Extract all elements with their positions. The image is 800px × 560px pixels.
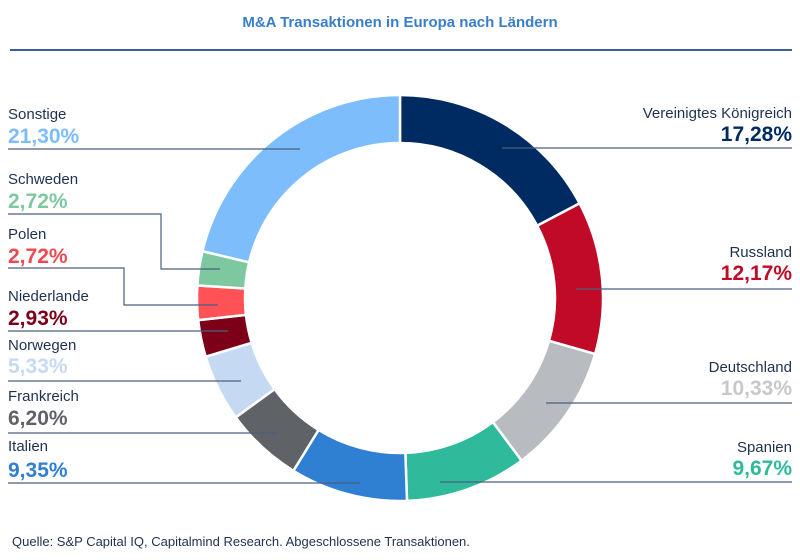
title-divider (10, 49, 792, 51)
label-sonstige: Sonstige (8, 106, 66, 123)
value-frankreich: 6,20% (8, 407, 68, 430)
leader-polen (8, 267, 218, 306)
label-polen: Polen (8, 226, 46, 243)
value-polen: 2,72% (8, 245, 68, 268)
label-norwegen: Norwegen (8, 337, 76, 354)
label-vereinigtes-konigreich: Vereinigtes Königreich (643, 105, 792, 122)
slice-vereinigtes-konigreich (398, 93, 582, 228)
leader-lines (8, 147, 792, 484)
slice-polen (195, 284, 248, 322)
value-sonstige: 21,30% (8, 125, 80, 148)
donut-slices (195, 93, 605, 503)
chart-title: M&A Transaktionen in Europa nach Ländern (242, 14, 558, 31)
label-spanien: Spanien (737, 439, 792, 456)
label-niederlande: Niederlande (8, 288, 89, 305)
slice-russland (535, 201, 605, 356)
value-italien: 9,35% (8, 459, 68, 482)
value-niederlande: 2,93% (8, 307, 68, 330)
source-note: Quelle: S&P Capital IQ, Capitalmind Rese… (12, 534, 470, 549)
label-deutschland: Deutschland (709, 359, 792, 376)
leader-schweden (8, 213, 220, 270)
value-schweden: 2,72% (8, 190, 68, 213)
value-norwegen: 5,33% (8, 355, 68, 378)
value-vereinigtes-konigreich: 17,28% (721, 123, 793, 146)
label-schweden: Schweden (8, 171, 78, 188)
label-italien: Italien (8, 438, 48, 455)
label-russland: Russland (729, 244, 792, 261)
value-russland: 12,17% (721, 262, 793, 285)
value-deutschland: 10,33% (721, 377, 793, 400)
slice-sonstige (200, 93, 402, 264)
label-frankreich: Frankreich (8, 388, 79, 405)
value-spanien: 9,67% (732, 457, 792, 480)
